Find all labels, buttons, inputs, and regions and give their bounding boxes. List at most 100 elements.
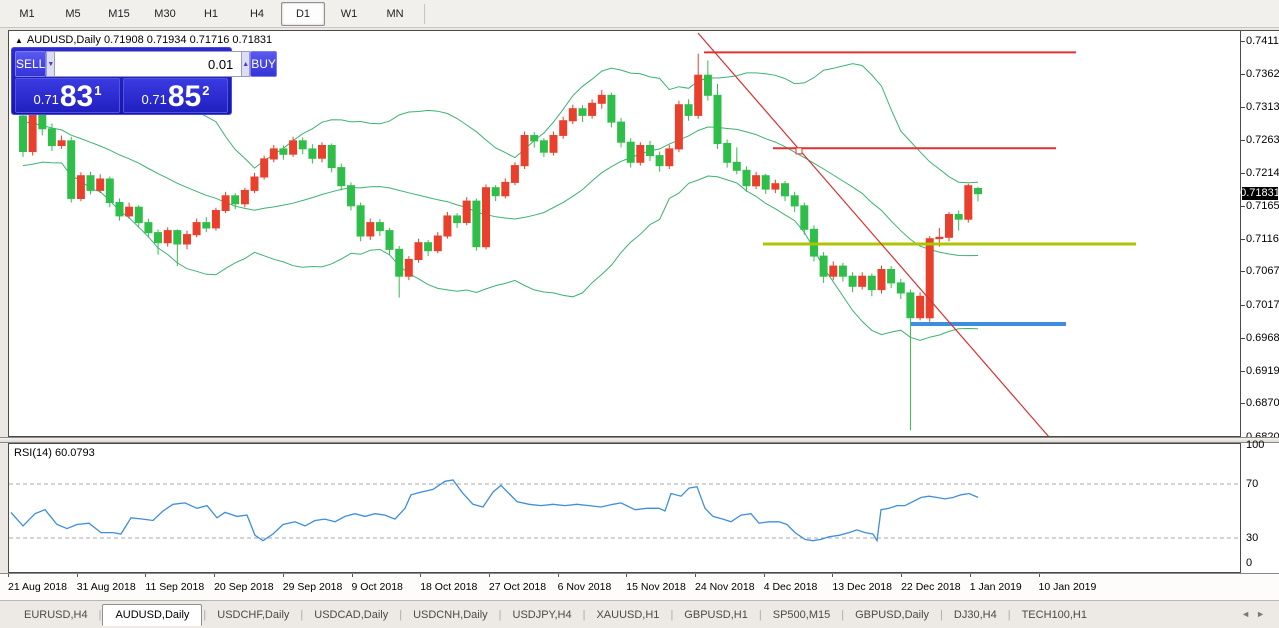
date-tick — [420, 574, 422, 577]
price-tick — [1241, 205, 1245, 207]
rsi-axis-label: 0 — [1246, 557, 1253, 569]
symbol-tab-SP500[interactable]: SP500,M15 — [772, 608, 831, 621]
trendline-handle — [795, 147, 803, 155]
date-tick — [488, 574, 490, 577]
sell-price-tile[interactable]: 0.71 83 1 — [15, 78, 120, 113]
timeframe-toolbar: M1 M5 M15 M30 H1 H4 D1 W1 MN — [0, 0, 1279, 28]
period-button-M1[interactable]: M1 — [19, 7, 35, 20]
rsi-axis-label: 100 — [1246, 439, 1265, 451]
chart-ohlc-title: ▲ AUDUSD,Daily 0.71908 0.71934 0.71716 0.… — [15, 34, 272, 46]
period-button-M30[interactable]: M30 — [154, 7, 176, 20]
price-tick — [1241, 305, 1245, 306]
chart-ohlc-values: 0.71908 0.71934 0.71716 0.71831 — [103, 34, 273, 46]
toolbar-separator — [424, 3, 425, 24]
rsi-axis-label: 70 — [1246, 478, 1259, 490]
symbol-tab-GBPUSD[interactable]: GBPUSD,H1 — [684, 608, 748, 621]
rsi-line — [10, 479, 979, 543]
date-axis-label: 13 Dec 2018 — [832, 581, 892, 593]
date-tick — [76, 574, 78, 577]
buy-button[interactable]: BUY — [250, 51, 277, 77]
rsi-axis[interactable]: 100 70 30 0 — [1241, 439, 1279, 573]
tab-separator: | — [98, 608, 102, 621]
date-tick — [832, 574, 834, 577]
sell-button[interactable]: SELL — [15, 51, 47, 77]
rsi-label: RSI(14) 60.0793 — [14, 447, 95, 459]
date-axis-label: 9 Oct 2018 — [351, 581, 403, 593]
period-button-D1[interactable]: D1 — [281, 1, 325, 26]
rsi-indicator-panel[interactable]: RSI(14) 60.0793 — [8, 443, 1241, 573]
spin-down-icon: ▼ — [47, 60, 55, 68]
chart-objects[interactable] — [697, 32, 1136, 436]
spin-up-icon: ▲ — [242, 60, 250, 68]
tab-separator: | — [399, 608, 403, 621]
main-chart-canvas[interactable] — [9, 31, 1240, 436]
current-price-badge: 0.71831 — [1240, 186, 1279, 200]
date-axis-label: 24 Nov 2018 — [695, 581, 755, 593]
period-button-M15[interactable]: M15 — [108, 7, 130, 20]
symbol-tab-TECH100[interactable]: TECH100,H1 — [1021, 608, 1087, 621]
tab-scroll-left-icon[interactable]: ◄ — [1241, 609, 1257, 619]
date-axis-label: 11 Sep 2018 — [145, 581, 205, 593]
price-tick — [1241, 41, 1245, 42]
symbol-tab-EURUSD[interactable]: EURUSD,H4 — [24, 608, 88, 621]
tab-separator: | — [582, 608, 586, 621]
date-axis-label: 10 Jan 2019 — [1038, 581, 1097, 593]
tab-scroll-right-icon[interactable]: ► — [1256, 609, 1271, 619]
date-axis-label: 18 Oct 2018 — [420, 581, 478, 593]
symbol-tab-AUDUSD[interactable]: AUDUSD,Daily — [102, 603, 203, 626]
period-button-H4[interactable]: H4 — [249, 7, 265, 20]
period-button-W1[interactable]: W1 — [340, 7, 358, 20]
rsi-canvas[interactable] — [9, 444, 1240, 572]
tab-scroll-arrows[interactable]: ◄► — [1241, 609, 1271, 619]
chart-symbol-label: AUDUSD,Daily — [26, 34, 101, 46]
date-tick — [145, 574, 147, 577]
symbol-tab-USDCHF[interactable]: USDCHF,Daily — [217, 608, 290, 621]
symbol-tab-DJ30[interactable]: DJ30,H4 — [953, 608, 997, 621]
symbol-tab-GBPUSD[interactable]: GBPUSD,Daily — [855, 608, 930, 621]
rsi-axis-label: 30 — [1246, 532, 1259, 544]
symbol-tab-USDJPY[interactable]: USDJPY,H4 — [512, 608, 572, 621]
symbol-tab-XAUUSD[interactable]: XAUUSD,H1 — [596, 608, 660, 621]
date-axis[interactable]: 21 Aug 2018 31 Aug 2018 11 Sep 2018 20 Sep … — [0, 573, 1279, 600]
buy-price-small: 0.71 — [141, 92, 167, 107]
lot-increase-button[interactable]: ▲ — [241, 51, 251, 77]
date-tick — [695, 574, 696, 577]
tab-separator: | — [670, 608, 674, 621]
date-tick — [282, 574, 284, 577]
lot-decrease-button[interactable]: ▼ — [46, 51, 56, 77]
panel-splitter[interactable] — [0, 437, 1279, 443]
buy-price-tile[interactable]: 0.71 85 2 — [123, 78, 228, 113]
tab-separator: | — [203, 608, 207, 621]
period-button-H1[interactable]: H1 — [203, 7, 219, 20]
date-axis-label: 20 Sep 2018 — [214, 581, 274, 593]
buy-price-big: 85 — [167, 80, 202, 113]
collapse-indicator-icon[interactable]: ▲ — [15, 36, 23, 45]
tab-separator: | — [758, 608, 762, 621]
symbol-tab-USDCNH[interactable]: USDCNH,Daily — [413, 608, 488, 621]
timeframe-buttons: M1 M5 M15 M30 H1 H4 D1 W1 MN — [4, 1, 418, 26]
date-axis-label: 21 Aug 2018 — [8, 581, 67, 593]
one-click-trade-panel: SELL ▼ ▲ BUY 0.71 83 1 0.71 85 2 — [11, 47, 277, 115]
date-axis-label: 4 Dec 2018 — [763, 581, 818, 593]
price-tick — [1241, 140, 1245, 142]
date-tick — [901, 574, 903, 577]
lot-size-input[interactable] — [55, 51, 242, 77]
period-button-M5[interactable]: M5 — [65, 7, 81, 20]
descending-trendline — [697, 32, 1049, 436]
symbol-tab-USDCAD[interactable]: USDCAD,Daily — [314, 608, 389, 621]
price-tick — [1241, 403, 1245, 405]
date-axis-label: 15 Nov 2018 — [626, 581, 686, 593]
main-chart-panel[interactable]: ▲ AUDUSD,Daily 0.71908 0.71934 0.71716 0.… — [8, 30, 1241, 437]
period-button-MN[interactable]: MN — [386, 7, 404, 20]
